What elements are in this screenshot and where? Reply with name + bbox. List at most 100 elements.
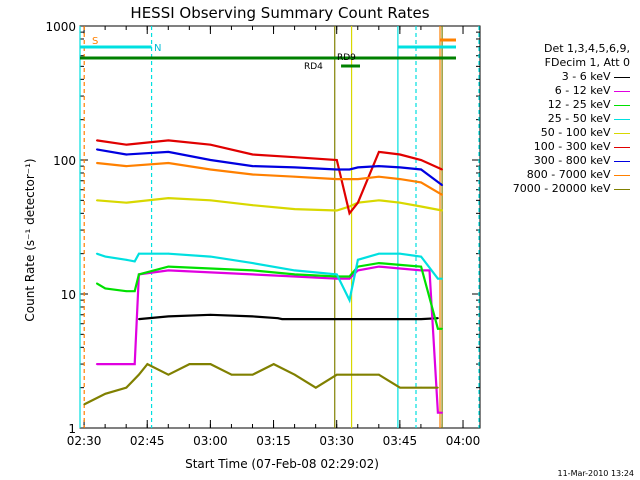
flag-label-rd9: RD9 [337, 53, 356, 63]
series-point-1 [399, 267, 401, 270]
series-point-0 [378, 318, 380, 320]
series-point-7 [348, 178, 351, 181]
x-tick-label: 03:30 [319, 434, 354, 448]
x-axis-label: Start Time (07-Feb-08 02:29:02) [185, 457, 379, 471]
series-point-1 [95, 363, 98, 365]
series-point-0 [167, 315, 170, 318]
legend-entry: 300 - 800 keV [534, 154, 630, 167]
series-point-3 [133, 260, 136, 263]
series-point-1 [378, 265, 380, 268]
series-point-2 [378, 262, 380, 265]
series-point-5 [420, 159, 422, 161]
series-point-8 [293, 373, 296, 376]
series-point-3 [167, 252, 170, 255]
series-point-8 [436, 386, 439, 389]
series-point-4 [209, 199, 212, 202]
series-point-1 [436, 411, 439, 414]
legend-entry: 50 - 100 keV [541, 126, 630, 139]
series-point-5 [399, 153, 401, 156]
series-point-5 [251, 153, 254, 156]
series-point-7 [125, 165, 128, 168]
series-point-3 [378, 252, 380, 255]
legend-swatch [614, 146, 630, 148]
y-tick-label: 10 [61, 288, 76, 302]
series-point-6 [399, 166, 401, 169]
legend-swatch [614, 132, 630, 134]
series-point-4 [293, 208, 296, 211]
series-point-1 [441, 411, 444, 414]
series-point-5 [441, 168, 444, 171]
y-tick-label: 1 [68, 422, 76, 436]
series-point-3 [138, 252, 140, 255]
series-point-7 [399, 178, 401, 181]
series-point-3 [441, 277, 444, 280]
series-point-4 [95, 199, 98, 202]
series-point-4 [125, 201, 128, 204]
series-point-6 [420, 168, 422, 171]
series-point-5 [95, 139, 98, 142]
legend-entry-label: 3 - 6 keV [561, 70, 614, 83]
series-point-0 [251, 315, 254, 318]
axes: 1 10 100 1000 02:30 02:45 03:00 03:15 03:30 03:45… [45, 20, 481, 448]
y-axis-label: Count Rate (s⁻¹ detector⁻¹) [23, 158, 37, 321]
series-point-6 [251, 165, 254, 168]
series-line-1 [96, 265, 443, 414]
series-line-0 [138, 313, 438, 321]
legend-entry: 100 - 300 keV [534, 140, 630, 153]
series-point-5 [167, 139, 170, 142]
series-point-0 [403, 318, 406, 320]
series-point-5 [348, 212, 351, 215]
legend-swatch [614, 90, 630, 92]
series-point-0 [335, 318, 338, 320]
series-point-2 [399, 263, 401, 266]
series-point-0 [209, 313, 212, 316]
legend-entry: 3 - 6 keV [562, 70, 630, 83]
chart-title: HESSI Observing Summary Count Rates [130, 4, 429, 22]
series-point-2 [251, 269, 254, 272]
legend-entry-label: 50 - 100 keV [540, 126, 614, 139]
legend-entry: 7000 - 20000 keV [513, 182, 630, 195]
series-point-3 [293, 269, 296, 272]
series-point-1 [133, 363, 136, 365]
series-point-2 [420, 265, 422, 268]
series-point-7 [293, 175, 296, 178]
series-point-4 [441, 209, 444, 212]
series-point-8 [356, 373, 359, 376]
series-point-6 [167, 150, 170, 153]
series-point-3 [420, 255, 422, 258]
legend-entry: 800 - 7000 keV [527, 168, 630, 181]
series-point-8 [83, 403, 86, 406]
series-point-8 [378, 373, 380, 376]
legend-swatch [614, 76, 630, 78]
series-point-4 [399, 201, 401, 204]
series-point-3 [348, 299, 351, 302]
x-tick-label: 03:00 [193, 434, 228, 448]
series-point-0 [399, 318, 401, 320]
series-point-4 [167, 197, 170, 199]
legend-swatch [614, 188, 630, 190]
legend-entry-label: 6 - 12 keV [554, 84, 614, 97]
series-point-1 [167, 269, 170, 272]
series-point-2 [125, 290, 128, 293]
series-point-0 [276, 317, 279, 320]
series-point-3 [251, 262, 254, 265]
series-point-5 [378, 150, 380, 153]
observing-flags [79, 26, 480, 428]
series-point-8 [335, 373, 338, 376]
series-point-7 [95, 162, 98, 164]
footer-timestamp: 11-Mar-2010 13:24 [557, 469, 635, 478]
series-point-8 [251, 373, 254, 376]
series-point-8 [104, 392, 107, 395]
series-point-4 [335, 209, 338, 212]
series-point-2 [133, 290, 136, 293]
series-point-8 [138, 373, 140, 376]
series-point-0 [293, 318, 296, 320]
series-point-1 [335, 277, 338, 280]
series-point-7 [209, 168, 212, 171]
series-point-2 [436, 327, 439, 330]
series-point-8 [230, 373, 233, 376]
series-point-5 [293, 156, 296, 159]
series-point-3 [356, 258, 359, 261]
series-point-3 [95, 252, 98, 255]
series-point-3 [436, 277, 439, 280]
